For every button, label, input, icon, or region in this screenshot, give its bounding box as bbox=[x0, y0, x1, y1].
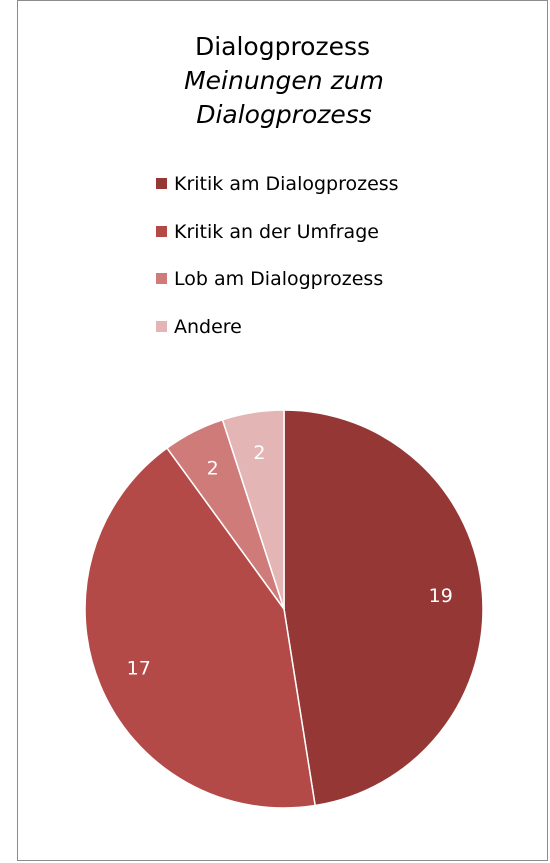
legend-entry: Kritik am Dialogprozess bbox=[156, 172, 399, 196]
legend-label: Kritik am Dialogprozess bbox=[174, 173, 399, 195]
data-label: 17 bbox=[127, 658, 151, 680]
legend-swatch bbox=[156, 178, 167, 189]
chart-subtitle: Meinungen zum Dialogprozess bbox=[184, 66, 384, 129]
legend-swatch bbox=[156, 320, 167, 332]
chart-title: Dialogprozess bbox=[194, 32, 371, 61]
legend-label: Kritik an der Umfrage bbox=[174, 220, 379, 243]
legend-label: Lob am Dialogprozess bbox=[174, 268, 384, 290]
legend-label: Andere bbox=[174, 315, 242, 338]
pie-slice bbox=[221, 409, 285, 610]
data-label: 2 bbox=[253, 442, 265, 464]
legend-entry: Lob am Dialogprozess bbox=[156, 267, 383, 291]
data-label: 19 bbox=[429, 585, 453, 607]
legend-entry: Kritik an der Umfrage bbox=[156, 220, 379, 244]
legend-swatch bbox=[156, 225, 167, 237]
data-label: 2 bbox=[207, 457, 219, 479]
legend-swatch bbox=[156, 273, 167, 284]
pie-slice bbox=[84, 446, 316, 809]
chart-frame bbox=[17, 0, 548, 861]
legend-entry: Andere bbox=[156, 315, 242, 339]
pie-slice bbox=[283, 409, 484, 807]
